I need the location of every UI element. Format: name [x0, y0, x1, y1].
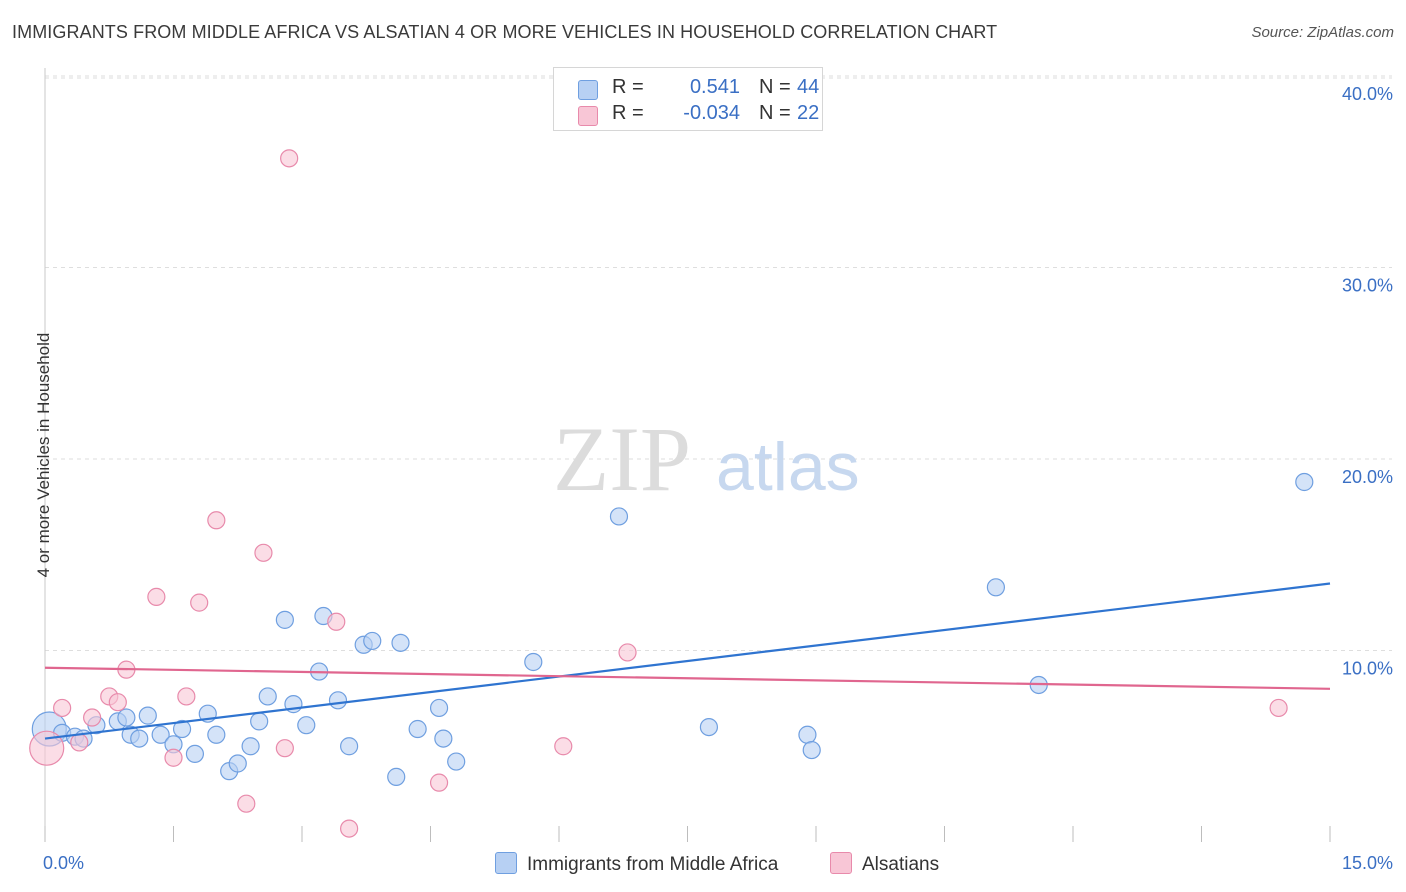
x-tick-label-min: 0.0%	[43, 853, 84, 873]
data-point-alsatians	[53, 698, 72, 718]
data-point-immigrants	[207, 725, 226, 744]
chart-source: Source: ZipAtlas.com	[1251, 24, 1394, 41]
data-point-immigrants	[258, 687, 277, 706]
data-point-immigrants	[986, 578, 1006, 597]
data-point-immigrants	[429, 698, 449, 718]
y-tick-label: 10.0%	[1342, 659, 1393, 679]
y-tick-label: 20.0%	[1342, 467, 1393, 487]
data-point-alsatians	[254, 543, 273, 562]
data-point-alsatians	[207, 511, 226, 530]
data-point-immigrants	[1295, 472, 1314, 492]
legend-r-label: R =	[612, 102, 644, 124]
data-point-alsatians	[429, 773, 449, 792]
data-point-alsatians	[340, 819, 359, 838]
trend-line-alsatians	[44, 666, 1331, 690]
legend-n-value: 44	[797, 76, 820, 98]
trend-layer	[44, 582, 1331, 740]
legend-r-label: R =	[612, 76, 644, 98]
data-point-immigrants	[185, 744, 205, 764]
data-point-alsatians	[280, 149, 299, 168]
data-point-alsatians	[177, 687, 196, 706]
legend-n-label: N =	[759, 102, 791, 124]
x-tick-layer	[44, 826, 1331, 842]
data-point-immigrants	[297, 716, 316, 735]
data-point-immigrants	[609, 507, 629, 526]
data-point-alsatians	[70, 733, 89, 752]
data-point-alsatians	[275, 739, 294, 758]
data-point-immigrants	[391, 633, 410, 652]
legend-swatch-pink	[578, 106, 598, 126]
data-point-alsatians	[83, 708, 102, 727]
bottom-legend-alsatians[interactable]: Alsatians	[830, 852, 939, 876]
data-point-alsatians	[618, 643, 637, 662]
data-point-immigrants	[408, 719, 427, 739]
watermark: ZIP atlas	[553, 408, 860, 510]
data-point-immigrants	[802, 740, 821, 760]
data-point-immigrants	[241, 737, 260, 756]
y-tick-label: 30.0%	[1342, 276, 1393, 296]
data-point-alsatians	[1269, 698, 1288, 718]
data-point-alsatians	[108, 693, 127, 712]
data-point-immigrants	[250, 712, 269, 731]
data-point-immigrants	[117, 708, 136, 727]
data-point-immigrants	[275, 610, 294, 629]
watermark-zip: ZIP	[553, 408, 691, 510]
legend-n-value: 22	[797, 102, 820, 124]
data-point-immigrants	[328, 691, 348, 710]
data-point-alsatians	[29, 730, 65, 766]
data-point-immigrants	[798, 725, 817, 744]
legend-swatch-blue	[578, 80, 598, 100]
data-point-immigrants	[130, 729, 149, 748]
data-point-alsatians	[554, 737, 573, 756]
data-point-immigrants	[151, 725, 170, 744]
watermark-atlas: atlas	[716, 429, 860, 505]
y-tick-label: 40.0%	[1342, 84, 1393, 104]
y-axis-label: 4 or more Vehicles in Household	[34, 332, 53, 578]
data-point-immigrants	[524, 652, 543, 672]
bottom-legend-immigrants[interactable]: Immigrants from Middle Africa	[495, 852, 778, 876]
data-point-alsatians	[147, 587, 166, 606]
legend-swatch-blue	[495, 852, 517, 874]
data-point-immigrants	[228, 754, 247, 773]
data-point-immigrants	[699, 717, 719, 737]
chart-title: IMMIGRANTS FROM MIDDLE AFRICA VS ALSATIA…	[12, 22, 998, 42]
data-point-immigrants	[340, 737, 359, 756]
legend-label-alsatians: Alsatians	[862, 854, 940, 875]
legend-r-value: -0.034	[683, 102, 740, 124]
trend-line-immigrants	[44, 582, 1331, 740]
grid-layer	[45, 75, 1392, 651]
data-point-immigrants	[138, 706, 157, 725]
data-point-alsatians	[190, 593, 209, 612]
legend-swatch-pink	[830, 852, 852, 874]
data-point-immigrants	[172, 719, 192, 739]
points-layer	[29, 149, 1314, 838]
data-point-immigrants	[447, 752, 466, 771]
tick-label-layer: 10.0% 20.0% 30.0% 40.0% 0.0% 15.0%	[43, 84, 1393, 873]
legend-n-label: N =	[759, 76, 791, 98]
data-point-immigrants	[387, 767, 406, 786]
data-point-alsatians	[164, 748, 183, 767]
data-point-alsatians	[327, 612, 346, 631]
stats-legend: R = 0.541 N = 44 R = -0.034 N = 22	[553, 67, 823, 131]
x-tick-label-max: 15.0%	[1342, 853, 1393, 873]
data-point-immigrants	[363, 631, 382, 651]
legend-r-value: 0.541	[689, 76, 740, 98]
data-point-immigrants	[434, 729, 453, 748]
data-point-alsatians	[237, 794, 256, 813]
legend-label-immigrants: Immigrants from Middle Africa	[527, 854, 779, 875]
